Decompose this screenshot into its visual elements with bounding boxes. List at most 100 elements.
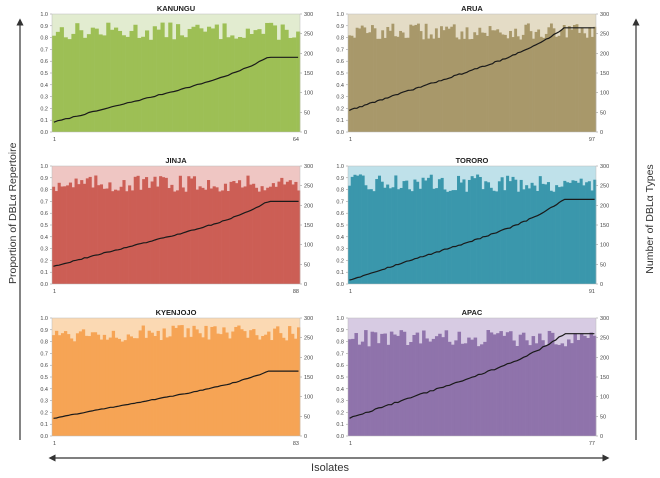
bar xyxy=(501,34,505,132)
bar xyxy=(132,338,136,436)
bar xyxy=(587,181,591,284)
bar xyxy=(432,38,436,132)
bar xyxy=(161,177,166,284)
bar xyxy=(571,180,575,284)
bar xyxy=(222,23,227,132)
bar xyxy=(399,30,402,132)
bar xyxy=(381,30,385,132)
bar xyxy=(105,339,110,436)
right-tick-label: 200 xyxy=(304,355,313,361)
bar xyxy=(538,333,542,436)
bar xyxy=(459,182,463,284)
bar xyxy=(59,27,64,133)
bar xyxy=(377,175,382,284)
bar xyxy=(370,331,375,436)
bar xyxy=(396,335,400,436)
bar xyxy=(402,331,407,436)
bar xyxy=(410,191,414,284)
bar xyxy=(102,188,106,284)
bar xyxy=(593,179,597,284)
bar xyxy=(397,189,401,284)
bar xyxy=(57,182,61,284)
bar xyxy=(122,180,126,284)
bar xyxy=(270,340,274,436)
bar xyxy=(418,343,423,436)
bar xyxy=(473,178,477,284)
bar xyxy=(297,327,301,436)
bar xyxy=(512,340,516,436)
bar xyxy=(376,38,379,132)
left-tick-label: 0.5 xyxy=(40,223,48,229)
bar xyxy=(405,345,410,436)
bar xyxy=(192,325,196,436)
bar xyxy=(376,343,381,436)
left-tick-label: 0.6 xyxy=(336,59,344,65)
bar xyxy=(450,26,454,133)
bar xyxy=(560,186,564,284)
bar xyxy=(463,343,468,436)
bar xyxy=(586,337,590,436)
left-tick-label: 0.5 xyxy=(40,375,48,381)
bar xyxy=(514,179,518,284)
bar xyxy=(57,335,62,436)
bar xyxy=(503,34,507,132)
bar xyxy=(460,343,465,436)
bar xyxy=(60,186,64,284)
bar xyxy=(88,176,92,284)
left-tick-label: 0.5 xyxy=(336,375,344,381)
bar xyxy=(292,37,297,133)
bar xyxy=(367,189,371,284)
bar xyxy=(257,29,262,132)
left-tick-label: 0.2 xyxy=(336,258,344,264)
panel-title: JINJA xyxy=(165,156,187,165)
bar xyxy=(519,39,523,132)
left-tick-label: 1.0 xyxy=(40,12,48,18)
bar xyxy=(516,191,520,284)
bar xyxy=(223,183,228,284)
bar xyxy=(570,29,574,132)
bar xyxy=(537,29,541,132)
bar xyxy=(511,176,515,284)
left-tick-label: 1.0 xyxy=(40,316,48,322)
left-tick-label: 0.2 xyxy=(40,410,48,416)
bar xyxy=(506,38,510,133)
bar xyxy=(373,28,377,132)
bar xyxy=(416,181,420,284)
bar xyxy=(153,336,157,436)
left-tick-label: 0.0 xyxy=(336,282,344,288)
bar xyxy=(274,186,278,284)
bar xyxy=(364,330,368,436)
cumulative-types-line xyxy=(53,56,299,123)
bar xyxy=(265,22,270,132)
left-tick-label: 0.9 xyxy=(336,24,344,30)
bar xyxy=(159,340,163,436)
bar xyxy=(246,175,250,284)
bar xyxy=(84,335,89,436)
bar xyxy=(568,182,572,284)
bar xyxy=(383,187,387,284)
bar xyxy=(269,186,273,284)
bar xyxy=(588,27,592,133)
bar xyxy=(529,31,533,132)
x-tick-label: 83 xyxy=(293,441,299,447)
bar xyxy=(67,39,72,132)
bar xyxy=(401,32,405,133)
bar xyxy=(389,331,394,436)
bar xyxy=(209,188,213,284)
right-tick-label: 300 xyxy=(304,12,313,18)
bar xyxy=(451,190,455,284)
bar xyxy=(369,189,373,284)
bar xyxy=(480,32,484,132)
panel-title: ARUA xyxy=(461,4,483,13)
bar xyxy=(98,34,103,132)
bar xyxy=(288,326,292,436)
bar xyxy=(156,29,161,132)
panel-frame xyxy=(51,165,301,285)
bar xyxy=(427,177,431,284)
bar xyxy=(371,25,374,132)
bar xyxy=(585,182,589,284)
bar xyxy=(207,180,211,284)
bar xyxy=(156,330,160,436)
bar xyxy=(579,333,584,436)
bar xyxy=(165,337,169,436)
